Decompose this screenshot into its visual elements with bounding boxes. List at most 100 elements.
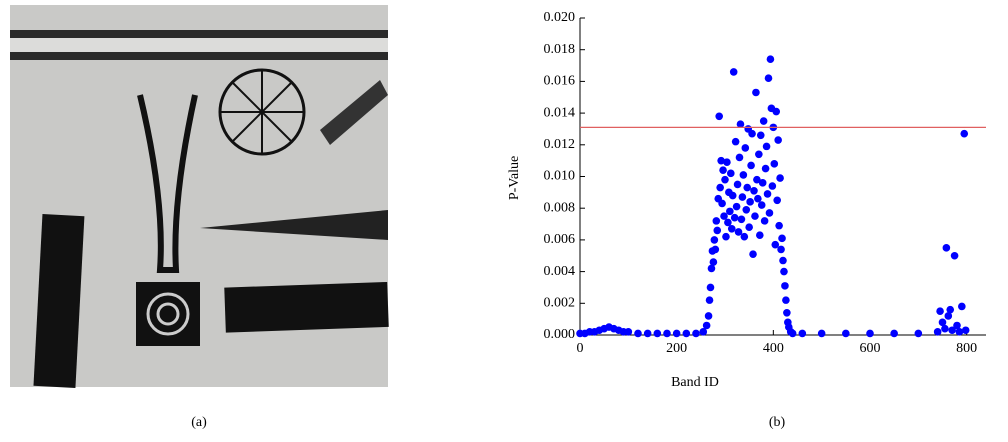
point [955,328,964,336]
y-tick-label: 0.000 [544,327,576,342]
point [733,180,742,189]
point [950,251,959,260]
x-tick-label: 400 [763,341,784,356]
point [749,250,757,258]
point [722,232,730,241]
x-tick-label: 200 [666,341,687,356]
point [752,88,760,97]
photo [10,5,389,388]
point [734,228,743,236]
point [933,328,942,336]
point [653,329,662,338]
point [751,212,759,220]
point [709,258,718,266]
point [643,329,652,338]
point [778,234,786,243]
point [750,186,758,195]
point [716,183,724,192]
point [757,201,766,209]
point [728,191,737,200]
y-tick-label: 0.016 [544,74,576,89]
point [773,196,781,205]
point [729,68,738,76]
point [732,202,741,211]
x-axis-label: Band ID [671,375,719,390]
y-tick-label: 0.010 [544,169,576,184]
point [726,207,734,216]
point [946,305,955,314]
y-axis-label: P-Value [507,156,522,200]
point [788,329,797,338]
y-tick-label: 0.008 [544,200,576,215]
point [781,282,789,290]
point [692,329,700,338]
point [775,221,783,230]
point [707,264,716,273]
point [712,217,721,225]
point [740,232,749,241]
point [759,117,768,125]
point [770,160,779,168]
point [718,199,726,208]
point [730,213,739,222]
point [960,129,969,138]
point [766,55,775,64]
point [756,231,764,239]
y-tick-label: 0.018 [544,42,576,57]
point [768,182,777,190]
point [711,245,720,254]
point [771,240,780,249]
point [842,329,850,338]
point [746,198,754,206]
y-tick-label: 0.012 [544,137,576,152]
point [704,312,713,320]
y-tick-label: 0.020 [544,10,576,25]
point [724,218,732,227]
point [753,175,761,184]
point [756,131,765,140]
point [763,190,772,198]
point [942,244,951,252]
point [735,153,744,162]
y-tick-label: 0.002 [544,296,576,311]
point [713,226,722,235]
point [741,144,750,152]
point [765,209,774,217]
point [706,283,715,292]
point [760,217,769,225]
point [743,183,752,192]
point [745,223,753,232]
y-tick-label: 0.004 [544,264,576,279]
point [798,329,807,338]
point [738,193,747,201]
point [699,328,708,336]
point [890,329,898,338]
point [774,136,782,144]
point [782,296,790,304]
point [953,321,961,330]
point [783,309,791,317]
point [941,324,949,333]
point [754,194,762,203]
point [717,156,725,165]
point [755,150,763,159]
point [736,120,745,128]
point [710,236,719,244]
point [747,161,755,170]
point [772,107,781,116]
point [731,137,740,146]
panel-label: (b) [769,415,786,430]
y-tick-label: 0.014 [544,105,576,120]
point [762,142,771,151]
point [723,158,731,167]
point [624,328,633,336]
panel-label: (a) [191,415,207,430]
point [958,302,966,311]
point [742,205,751,214]
point [715,112,723,121]
point [780,267,788,276]
point [936,307,944,316]
point [737,215,746,224]
y-tick-label: 0.006 [544,232,576,247]
